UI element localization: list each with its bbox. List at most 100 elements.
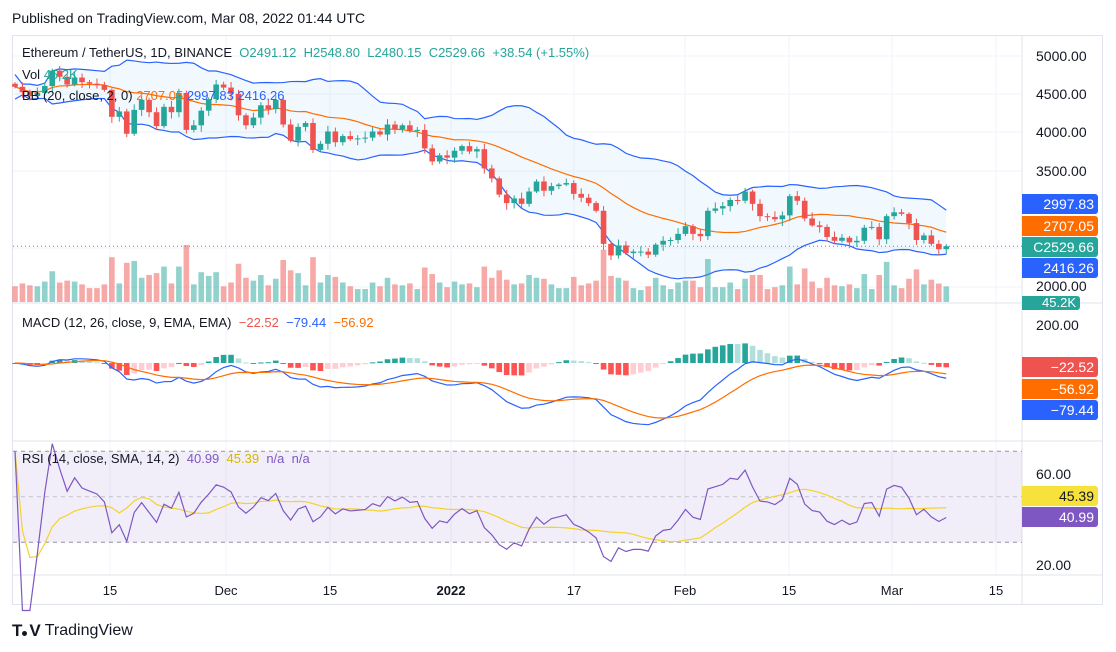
candle-body: [600, 210, 607, 244]
candle-body: [801, 200, 808, 219]
macd-histogram-bar: [205, 361, 212, 363]
volume-bar: [161, 266, 167, 302]
candle-body: [392, 124, 398, 130]
candle-body: [317, 143, 324, 150]
volume-bar: [325, 275, 331, 302]
volume-bar: [123, 262, 130, 302]
macd-histogram-bar: [362, 363, 368, 365]
macd-histogram-bar: [831, 363, 838, 370]
candle-body: [787, 196, 793, 216]
macd-histogram-bar: [168, 363, 175, 368]
price-tick: 2000.00: [1036, 278, 1087, 294]
candle-body: [630, 251, 637, 254]
macd-histogram-bar: [742, 343, 748, 363]
volume-bar: [757, 275, 763, 302]
candle-body: [906, 213, 912, 224]
candle-body: [682, 226, 689, 234]
candle-body: [928, 235, 935, 244]
macd-histogram-bar: [101, 363, 108, 364]
macd-histogram-bar: [705, 349, 711, 363]
candle-body: [109, 89, 115, 117]
volume-bar: [213, 272, 219, 302]
macd-histogram-bar: [250, 363, 257, 364]
volume-bar: [615, 277, 622, 302]
volume-bar: [883, 261, 890, 302]
rsi-band-fill: [13, 451, 1022, 543]
macd-histogram-bar: [846, 363, 853, 371]
time-tick: 15: [322, 583, 338, 598]
candle-body: [12, 83, 18, 87]
macd-hist-value: −22.52: [238, 315, 279, 330]
bb-band-fill: [15, 60, 947, 279]
volume-bar: [183, 245, 190, 302]
volume-bar: [138, 277, 145, 302]
macd-histogram-bar: [444, 363, 450, 368]
candle-body: [250, 117, 257, 126]
volume-bar: [541, 278, 547, 302]
macd-histogram-bar: [667, 361, 674, 363]
macd-histogram-bar: [645, 363, 652, 372]
macd-histogram-bar: [340, 363, 346, 368]
macd-histogram-bar: [94, 362, 100, 364]
volume-bar: [906, 278, 912, 302]
volume-bar: [824, 277, 830, 302]
macd-histogram-bar: [317, 363, 324, 372]
macd-signal-tag: −56.92: [1022, 379, 1098, 399]
candle-body: [19, 86, 26, 93]
candle-body: [854, 240, 860, 243]
volume-bar: [548, 284, 555, 302]
volume-bar: [19, 283, 26, 302]
macd-histogram-bar: [533, 363, 540, 369]
macd-histogram-bar: [191, 363, 197, 367]
macd-histogram-bar: [816, 363, 823, 365]
candle-body: [94, 83, 100, 86]
macd-histogram-bar: [258, 362, 264, 364]
candle-body: [191, 125, 197, 130]
candle-body: [459, 146, 465, 151]
macd-histogram-bar: [719, 345, 726, 363]
volume-bar: [459, 284, 465, 302]
candle-body: [265, 105, 272, 110]
bb-basis-value: 2707.05: [136, 88, 184, 103]
time-tick: 2022: [436, 583, 466, 598]
macd-histogram-bar: [235, 358, 242, 363]
macd-histogram-bar: [265, 362, 272, 364]
volume-bar: [280, 260, 286, 302]
macd-histogram-bar: [496, 363, 503, 373]
candle-body: [287, 124, 294, 141]
macd-histogram-bar: [906, 358, 912, 363]
volume-bar: [153, 273, 160, 302]
macd-histogram-bar: [146, 363, 152, 370]
macd-histogram-bar: [79, 360, 85, 363]
macd-histogram-bar: [287, 363, 294, 368]
rsi-value: 40.99: [186, 451, 220, 466]
volume-bar: [496, 270, 503, 302]
candle-body: [131, 109, 137, 134]
volume-bar: [719, 287, 726, 302]
candle-body: [660, 240, 666, 245]
volume-bar: [511, 284, 517, 302]
macd-histogram-bar: [466, 363, 473, 365]
volume-bar: [466, 283, 473, 302]
volume-bar: [49, 271, 56, 302]
volume-bar: [593, 280, 599, 302]
volume-bar: [928, 279, 935, 302]
candle-body: [690, 226, 696, 234]
macd-histogram-bar: [600, 363, 607, 370]
candle-body: [71, 77, 78, 85]
macd-histogram-bar: [392, 358, 398, 363]
candle-body: [183, 92, 190, 130]
volume-bar: [891, 285, 897, 302]
volume-bar: [816, 288, 823, 302]
volume-bar: [772, 287, 778, 302]
candle-body: [585, 197, 592, 204]
macd-histogram-bar: [898, 357, 905, 363]
volume-bar: [198, 272, 205, 302]
candle-body: [362, 137, 368, 139]
macd-histogram-bar: [585, 362, 592, 364]
volume-bar: [176, 266, 182, 302]
volume-bar: [868, 289, 875, 302]
macd-histogram-bar: [928, 363, 935, 365]
